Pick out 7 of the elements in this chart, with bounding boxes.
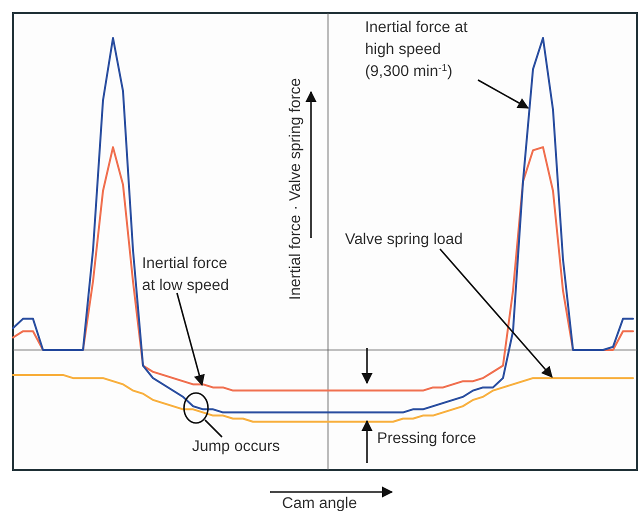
text: Jump occurs bbox=[192, 438, 280, 455]
y-axis-title: Inertial force · Valve spring force bbox=[287, 78, 304, 300]
annotation: Inertial force at high speed (9,300 min$^{-1}$) bbox=[365, 19, 468, 80]
text: Pressing force bbox=[377, 430, 476, 447]
annotation: Inertial force at low speed bbox=[142, 255, 230, 294]
x-axis-title: Cam angle bbox=[282, 495, 357, 511]
annotation: Valve spring load bbox=[345, 231, 463, 248]
